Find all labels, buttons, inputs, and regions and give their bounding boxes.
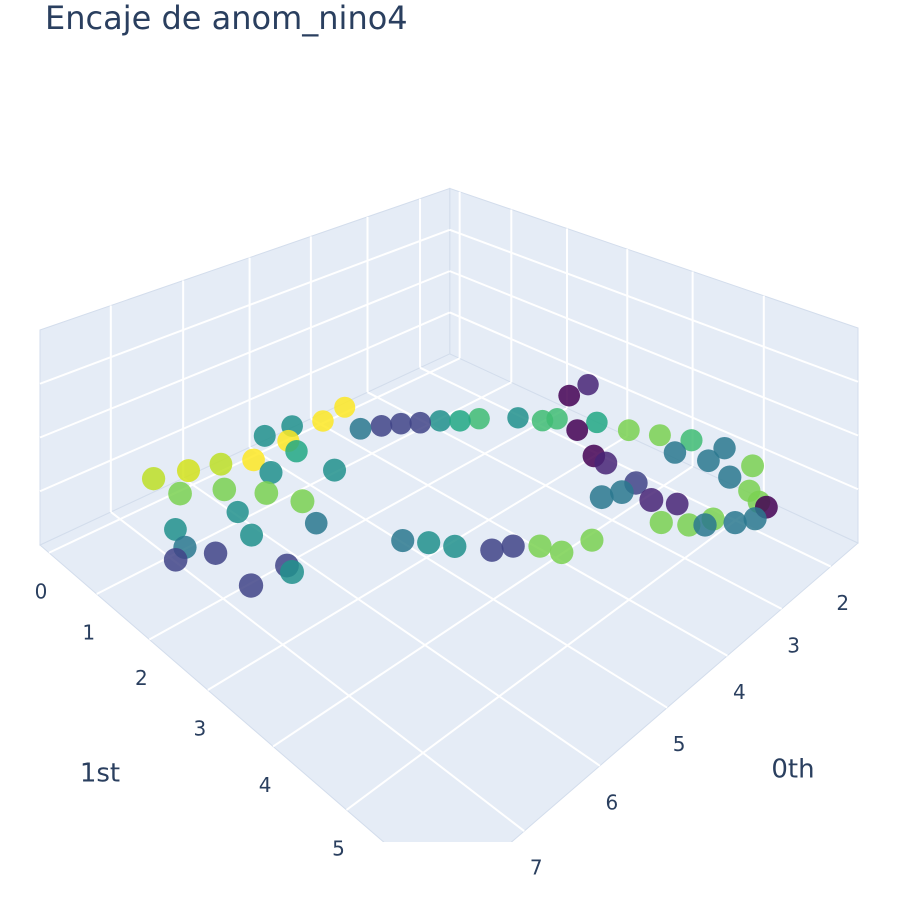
point — [549, 540, 574, 565]
point — [449, 410, 471, 432]
chart-title: Encaje de anom_nino4 — [45, 0, 408, 37]
point — [677, 513, 701, 537]
point — [259, 461, 283, 485]
point — [163, 547, 188, 572]
point — [743, 507, 767, 531]
point — [176, 459, 201, 483]
grid-line — [449, 311, 859, 491]
point — [680, 429, 703, 452]
point — [639, 488, 664, 512]
y-tick-label: 1 — [82, 620, 95, 644]
x-axis-title: 0th — [771, 755, 814, 785]
point — [443, 534, 467, 559]
grid-line — [39, 270, 451, 439]
point — [697, 449, 720, 473]
y-axis-title: 1st — [80, 759, 120, 789]
scene — [39, 187, 859, 842]
point — [663, 441, 687, 464]
y-tick-label: 4 — [259, 773, 272, 797]
x-tick-label: 7 — [530, 856, 543, 880]
point — [531, 409, 554, 432]
point — [594, 451, 618, 475]
back-wall — [39, 187, 451, 546]
x-tick-label: 2 — [836, 591, 849, 615]
point — [238, 573, 264, 598]
point — [240, 523, 264, 547]
point — [242, 448, 265, 472]
point — [558, 384, 581, 407]
point — [577, 373, 599, 396]
y-tick-label: 5 — [332, 836, 345, 860]
point — [501, 534, 525, 558]
point — [334, 396, 356, 418]
point — [304, 511, 328, 535]
x-tick-label: 4 — [733, 680, 746, 704]
point — [203, 541, 228, 565]
point — [390, 412, 412, 435]
point — [617, 419, 640, 442]
point — [253, 424, 276, 447]
grid-line — [39, 228, 451, 385]
point — [468, 407, 490, 430]
point — [254, 481, 279, 505]
grid-line — [345, 498, 765, 811]
point — [370, 415, 393, 437]
point — [168, 481, 192, 506]
point — [164, 518, 187, 541]
point — [609, 480, 634, 504]
point — [290, 489, 315, 514]
point — [723, 511, 747, 535]
point — [649, 510, 673, 535]
point — [226, 500, 249, 524]
point — [323, 458, 347, 482]
point — [312, 410, 334, 432]
point — [586, 411, 608, 434]
point — [141, 467, 166, 491]
point — [349, 417, 372, 440]
point — [417, 531, 441, 555]
point — [212, 477, 237, 502]
point — [648, 424, 671, 447]
point — [429, 410, 451, 432]
point — [507, 407, 529, 429]
point — [713, 436, 736, 460]
grid-line — [449, 270, 859, 437]
point — [528, 534, 552, 558]
x-tick-label: 5 — [673, 732, 686, 756]
grid-line — [449, 228, 859, 383]
point — [741, 454, 765, 478]
grid-line — [207, 435, 628, 691]
point — [693, 513, 717, 537]
grid-line — [419, 366, 832, 568]
grid-line — [148, 407, 568, 641]
point — [391, 529, 415, 553]
y-tick-label: 2 — [135, 666, 148, 690]
point — [665, 492, 689, 516]
grid-line — [249, 446, 668, 709]
point — [580, 528, 604, 552]
point — [566, 419, 589, 442]
point — [285, 439, 308, 463]
x-tick-label: 3 — [787, 633, 800, 657]
grid-line — [272, 465, 694, 748]
x-tick-label: 6 — [606, 790, 619, 814]
point — [718, 465, 742, 489]
point — [409, 411, 432, 434]
point — [480, 538, 504, 562]
y-tick-label: 3 — [193, 717, 206, 741]
grid-line — [39, 311, 451, 493]
point — [209, 452, 233, 476]
y-tick-label: 0 — [35, 579, 48, 603]
point — [280, 560, 305, 584]
point — [589, 485, 614, 510]
